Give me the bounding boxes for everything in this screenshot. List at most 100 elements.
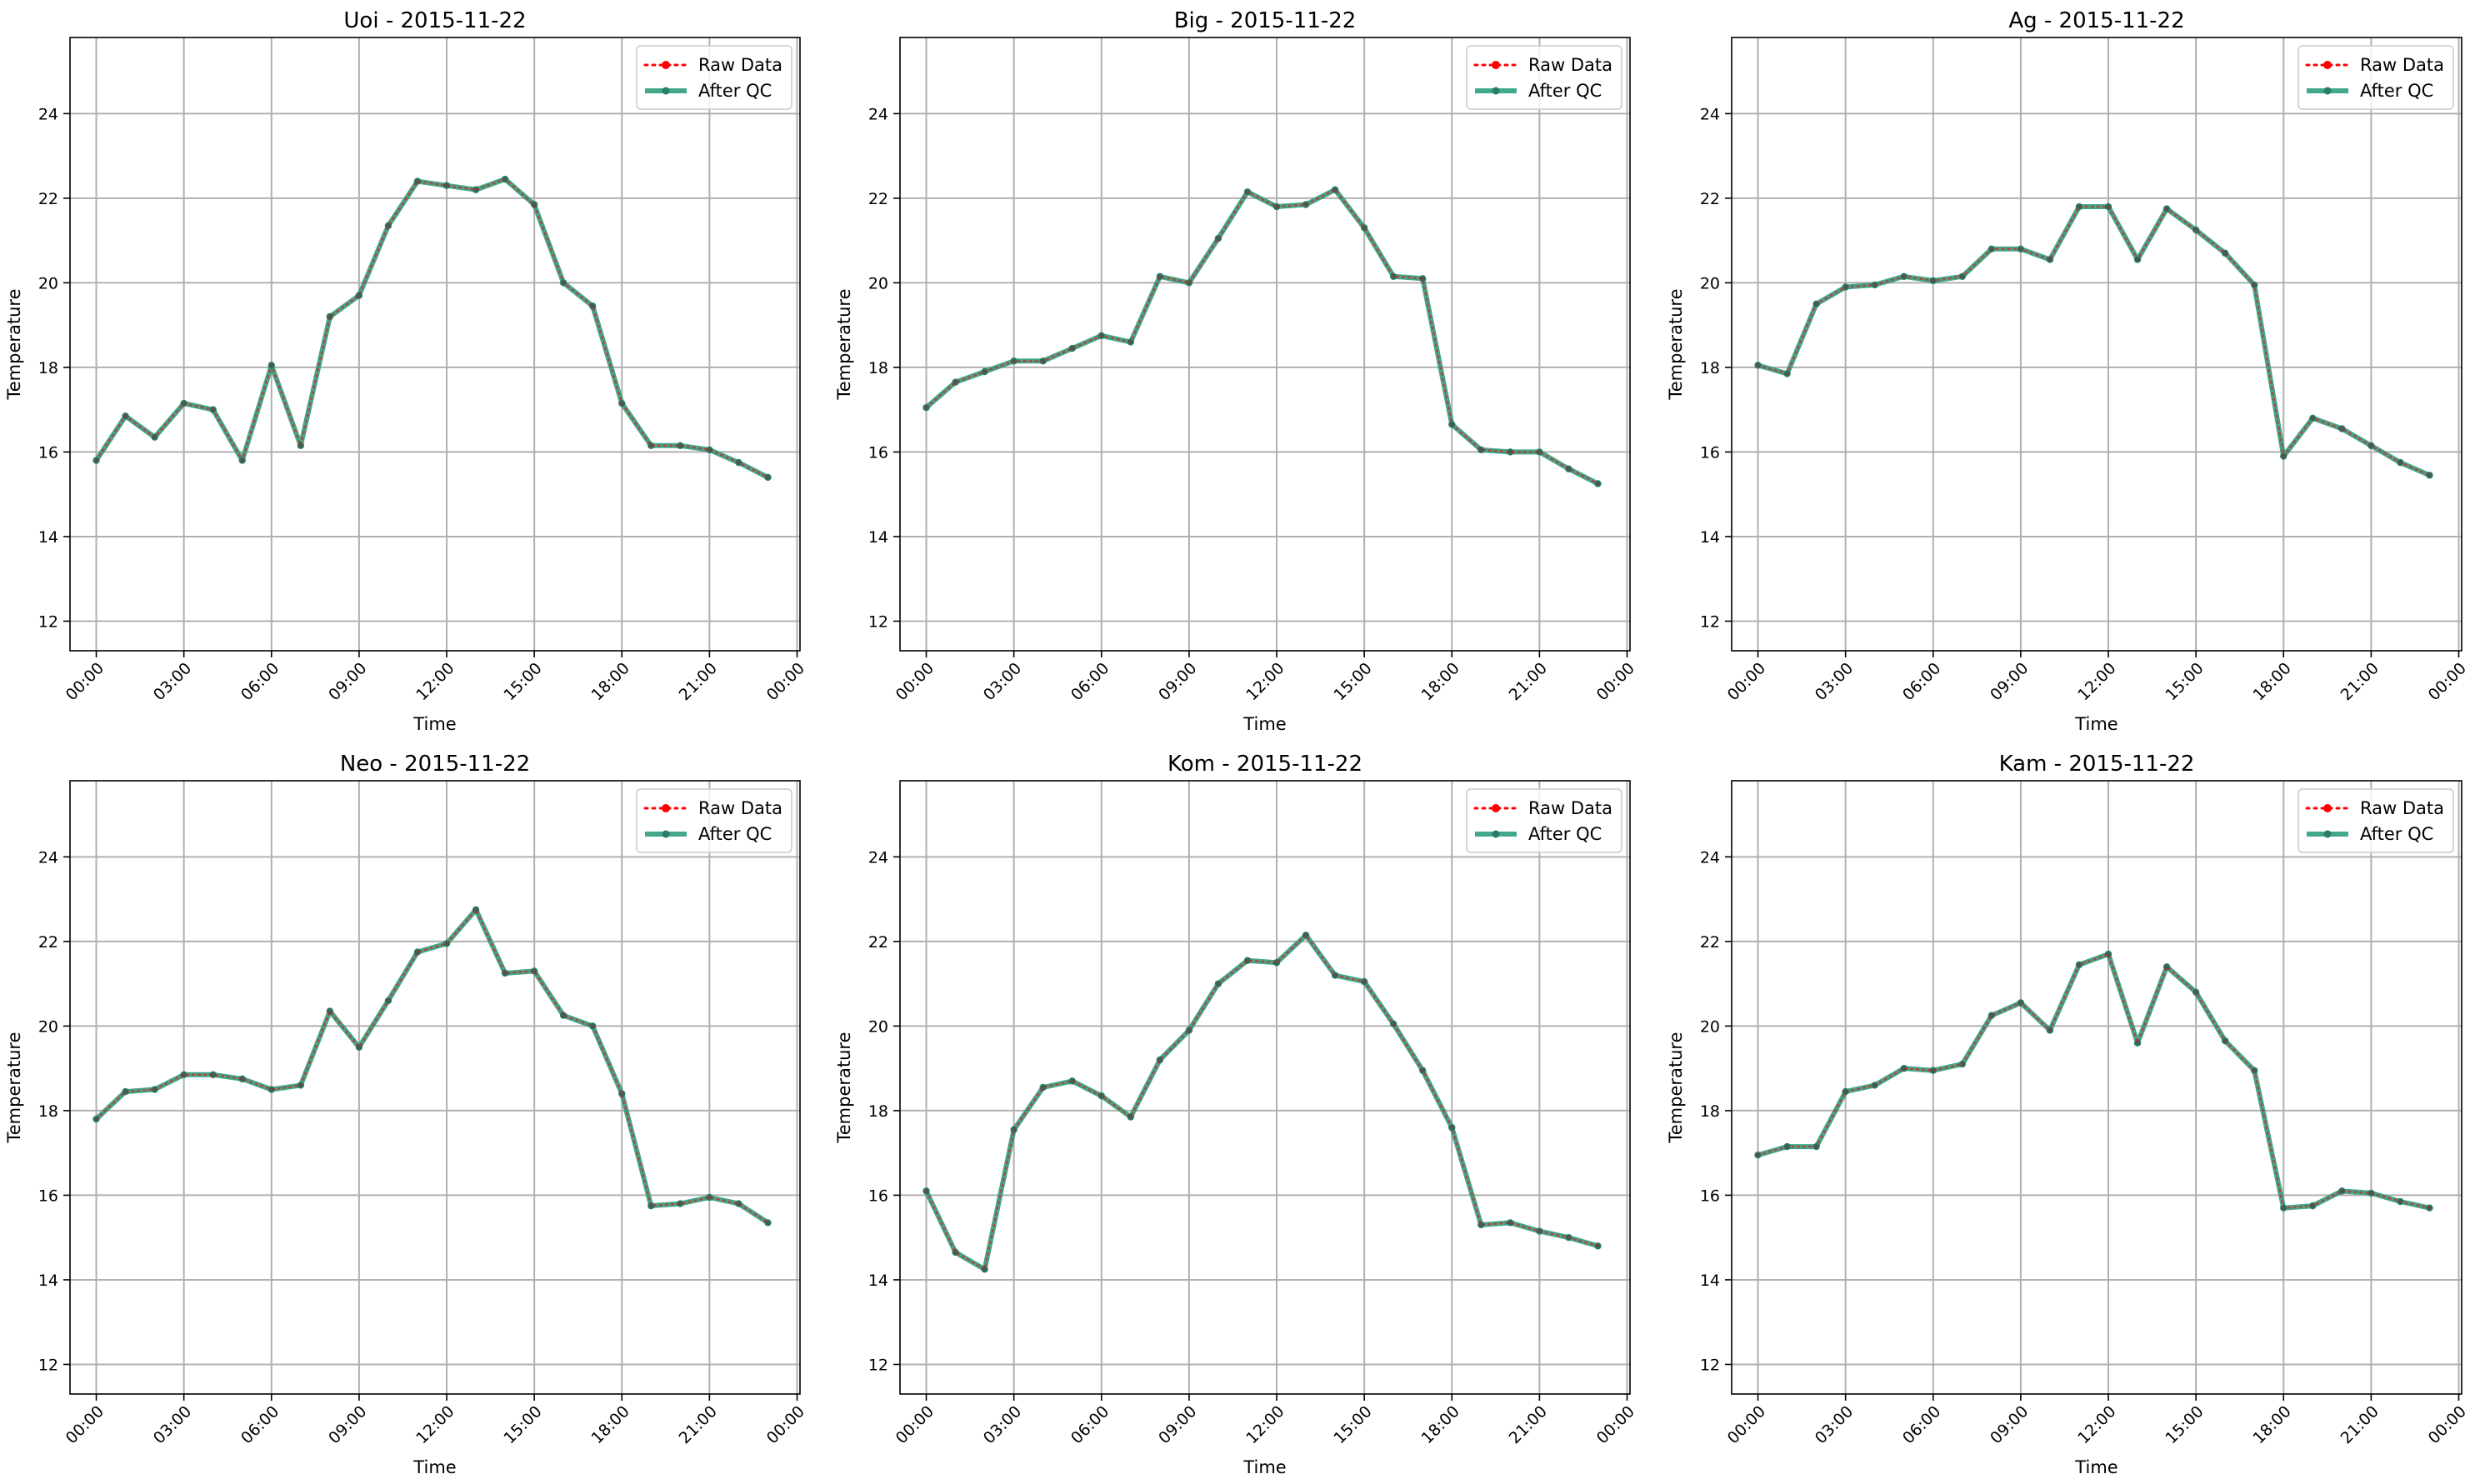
subplot-6: 12 14 16 18 20 22 24 00:00 03:00 06:00 09:00 12:00 1… [1666, 752, 2470, 1477]
raw-data-point [923, 1188, 929, 1193]
legend: Raw Data After QC [636, 45, 792, 110]
x-tick-label: 03:00 [1812, 1402, 1857, 1447]
legend-after-qc-marker [1492, 87, 1500, 95]
series-line-raw-data [925, 933, 1599, 1272]
raw-data-point [152, 1087, 158, 1092]
y-tick-label: 12 [868, 612, 888, 631]
raw-data-point [1303, 202, 1308, 207]
axes-frame [899, 37, 1631, 652]
raw-data-point [1362, 225, 1367, 231]
raw-data-point [923, 405, 929, 410]
x-tick-label: 03:00 [150, 659, 195, 704]
y-tick-label: 16 [868, 1187, 888, 1205]
raw-data-point [1872, 282, 1878, 287]
series-line-after-qc [923, 187, 1601, 487]
panel-title: Ag - 2015-11-22 [2008, 8, 2184, 33]
raw-data-point [2281, 453, 2286, 459]
raw-data-point [1187, 280, 1192, 285]
raw-data-point [2048, 1027, 2052, 1033]
series-line-after-qc [1755, 204, 2432, 478]
axes-frame [899, 780, 1631, 1395]
raw-data-point [561, 1013, 566, 1018]
raw-data-point [1566, 1235, 1572, 1240]
y-tick-label: 20 [1700, 1017, 1720, 1036]
y-tick-label: 20 [1700, 274, 1720, 292]
raw-data-point [2135, 257, 2140, 262]
x-tick-label: 06:00 [238, 659, 282, 704]
raw-data-point [1755, 1152, 1761, 1157]
series-line-raw-data [1757, 205, 2431, 477]
raw-data-point [1960, 1062, 1965, 1067]
raw-data-point [1187, 1027, 1192, 1033]
raw-data-point [982, 1267, 988, 1272]
x-axis-label: Time [1242, 1457, 1286, 1477]
x-tick-label: 00:00 [2425, 1402, 2470, 1447]
raw-data-point [1931, 278, 1936, 283]
raw-data-point [473, 187, 478, 192]
x-tick-label: 00:00 [763, 659, 808, 704]
series-line-raw-data [925, 188, 1599, 485]
y-tick-label: 18 [868, 359, 888, 377]
x-tick-label: 03:00 [150, 1402, 195, 1447]
raw-data-point [1537, 1228, 1542, 1234]
panel-title: Kam - 2015-11-22 [1999, 752, 2195, 777]
raw-data-point [2077, 204, 2082, 209]
raw-data-point [240, 1077, 245, 1082]
x-tick-label: 21:00 [676, 1402, 721, 1447]
raw-data-point [678, 1201, 682, 1207]
y-tick-label: 12 [868, 1356, 888, 1374]
panel-title: Big - 2015-11-22 [1174, 8, 1357, 33]
x-tick-label: 09:00 [1987, 1402, 2032, 1447]
y-tick-label: 16 [868, 443, 888, 462]
legend-label-after-qc: After QC [698, 824, 772, 844]
x-axis-label: Time [1242, 714, 1286, 734]
legend-raw-data-marker [662, 61, 670, 69]
axes-frame [69, 37, 801, 652]
y-tick-label: 22 [1700, 933, 1720, 952]
raw-data-point [1128, 339, 1133, 345]
x-tick-label: 12:00 [1242, 1402, 1288, 1447]
axes-frame [1731, 37, 2462, 652]
raw-data-point [590, 303, 595, 308]
y-tick-label: 18 [1700, 1102, 1720, 1121]
x-tick-label: 18:00 [2250, 1402, 2295, 1447]
legend: Raw Data After QC [2298, 45, 2454, 110]
legend-label-raw-data: Raw Data [698, 55, 782, 75]
raw-data-point [269, 1087, 274, 1092]
x-tick-label: 15:00 [2162, 659, 2207, 704]
raw-data-point [648, 443, 653, 448]
x-tick-label: 00:00 [1724, 1402, 1769, 1447]
raw-data-point [122, 1089, 128, 1094]
raw-data-point [415, 178, 420, 184]
raw-data-point [1902, 274, 1907, 279]
raw-data-point [328, 1009, 332, 1014]
raw-data-point [2252, 282, 2257, 287]
raw-data-point [648, 1203, 653, 1208]
x-tick-label: 06:00 [1899, 659, 1944, 704]
legend-after-qc-marker [662, 87, 670, 95]
y-tick-label: 14 [868, 1272, 888, 1290]
raw-data-point [2398, 460, 2403, 465]
x-tick-label: 12:00 [412, 1402, 458, 1447]
legend: Raw Data After QC [1466, 788, 1622, 853]
x-tick-label: 06:00 [1899, 1402, 1944, 1447]
raw-data-point [1012, 1127, 1017, 1132]
x-tick-label: 12:00 [2074, 1402, 2119, 1447]
y-tick-label: 16 [38, 443, 58, 462]
raw-data-point [298, 1082, 303, 1088]
legend-label-after-qc: After QC [698, 81, 772, 101]
raw-data-point [1537, 449, 1542, 455]
legend-raw-data-marker [662, 804, 670, 812]
raw-data-point [952, 380, 958, 385]
x-tick-label: 09:00 [1155, 659, 1200, 704]
raw-data-point [1989, 247, 1994, 252]
y-tick-label: 18 [1700, 359, 1720, 377]
subplot-3: 12 14 16 18 20 22 24 00:00 03:00 06:00 09:00 12:00 1… [1666, 8, 2470, 734]
raw-data-point [619, 401, 624, 406]
series-line-after-qc [1755, 952, 2432, 1211]
raw-data-point [1362, 979, 1367, 984]
raw-data-point [1245, 189, 1250, 194]
y-axis-label: Temperature [1666, 288, 1686, 400]
x-tick-label: 18:00 [1418, 659, 1463, 704]
